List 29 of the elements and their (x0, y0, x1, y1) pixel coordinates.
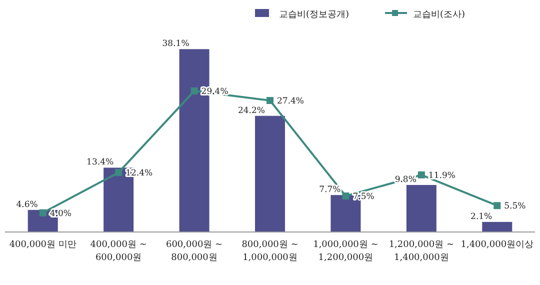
data-label: 13.4% (86, 158, 114, 168)
x-tick-label: 600,000원 ~ 800,000원 (166, 240, 223, 263)
point (266, 96, 274, 104)
point (190, 87, 198, 94)
bar (482, 222, 512, 232)
point (39, 209, 46, 216)
data-label: 7.7% (319, 185, 341, 196)
point (115, 168, 122, 176)
point (418, 171, 425, 178)
x-tick-label: 1,200,000원 ~ 1,400,000원 (388, 240, 454, 263)
data-label: 29.4% (201, 86, 228, 97)
x-tick-label: 400,000원 ~ 600,000원 (90, 240, 147, 263)
data-label: 2.1% (470, 212, 492, 222)
data-label: 27.4% (277, 96, 304, 106)
point (494, 202, 501, 210)
bar (255, 116, 285, 232)
data-label: 5.5% (504, 202, 526, 212)
x-tick-label: 1,000,000원 ~ 1,200,000원 (313, 240, 378, 263)
data-label: 11.9% (428, 170, 456, 181)
x-tick-label: 800,000원 ~ 1,000,000원 (242, 240, 298, 263)
legend-label: 교습비(정보공개) (279, 10, 350, 20)
data-label: 4.6% (16, 200, 38, 210)
point (342, 192, 350, 200)
data-label: 38.1% (162, 39, 190, 50)
x-tick-label: 400,000원 미만 (9, 240, 76, 250)
data-label: 24.2% (238, 106, 265, 116)
bar (406, 184, 436, 232)
x-tick-label: 1,400,000원이상 (460, 240, 534, 250)
legend-label: 교습비(조사) (413, 10, 466, 20)
